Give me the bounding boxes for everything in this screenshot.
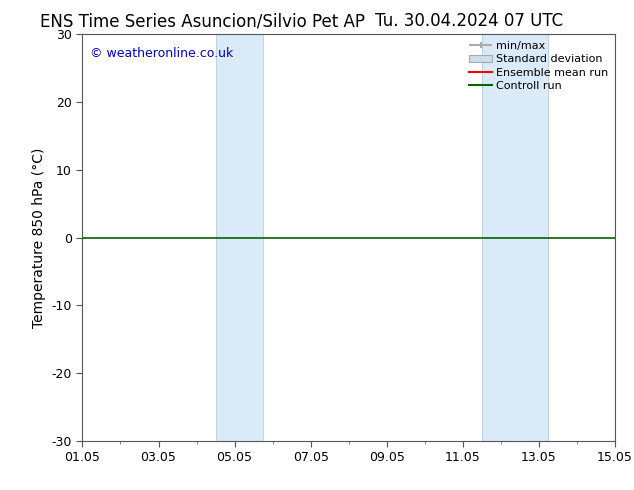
Text: Tu. 30.04.2024 07 UTC: Tu. 30.04.2024 07 UTC	[375, 12, 563, 30]
Bar	[216, 34, 263, 441]
Text: ENS Time Series Asuncion/Silvio Pet AP: ENS Time Series Asuncion/Silvio Pet AP	[41, 12, 365, 30]
Bar	[482, 34, 548, 441]
Text: © weatheronline.co.uk: © weatheronline.co.uk	[91, 47, 234, 59]
Y-axis label: Temperature 850 hPa (°C): Temperature 850 hPa (°C)	[32, 147, 46, 328]
Legend: min/max, Standard deviation, Ensemble mean run, Controll run: min/max, Standard deviation, Ensemble me…	[465, 37, 612, 96]
